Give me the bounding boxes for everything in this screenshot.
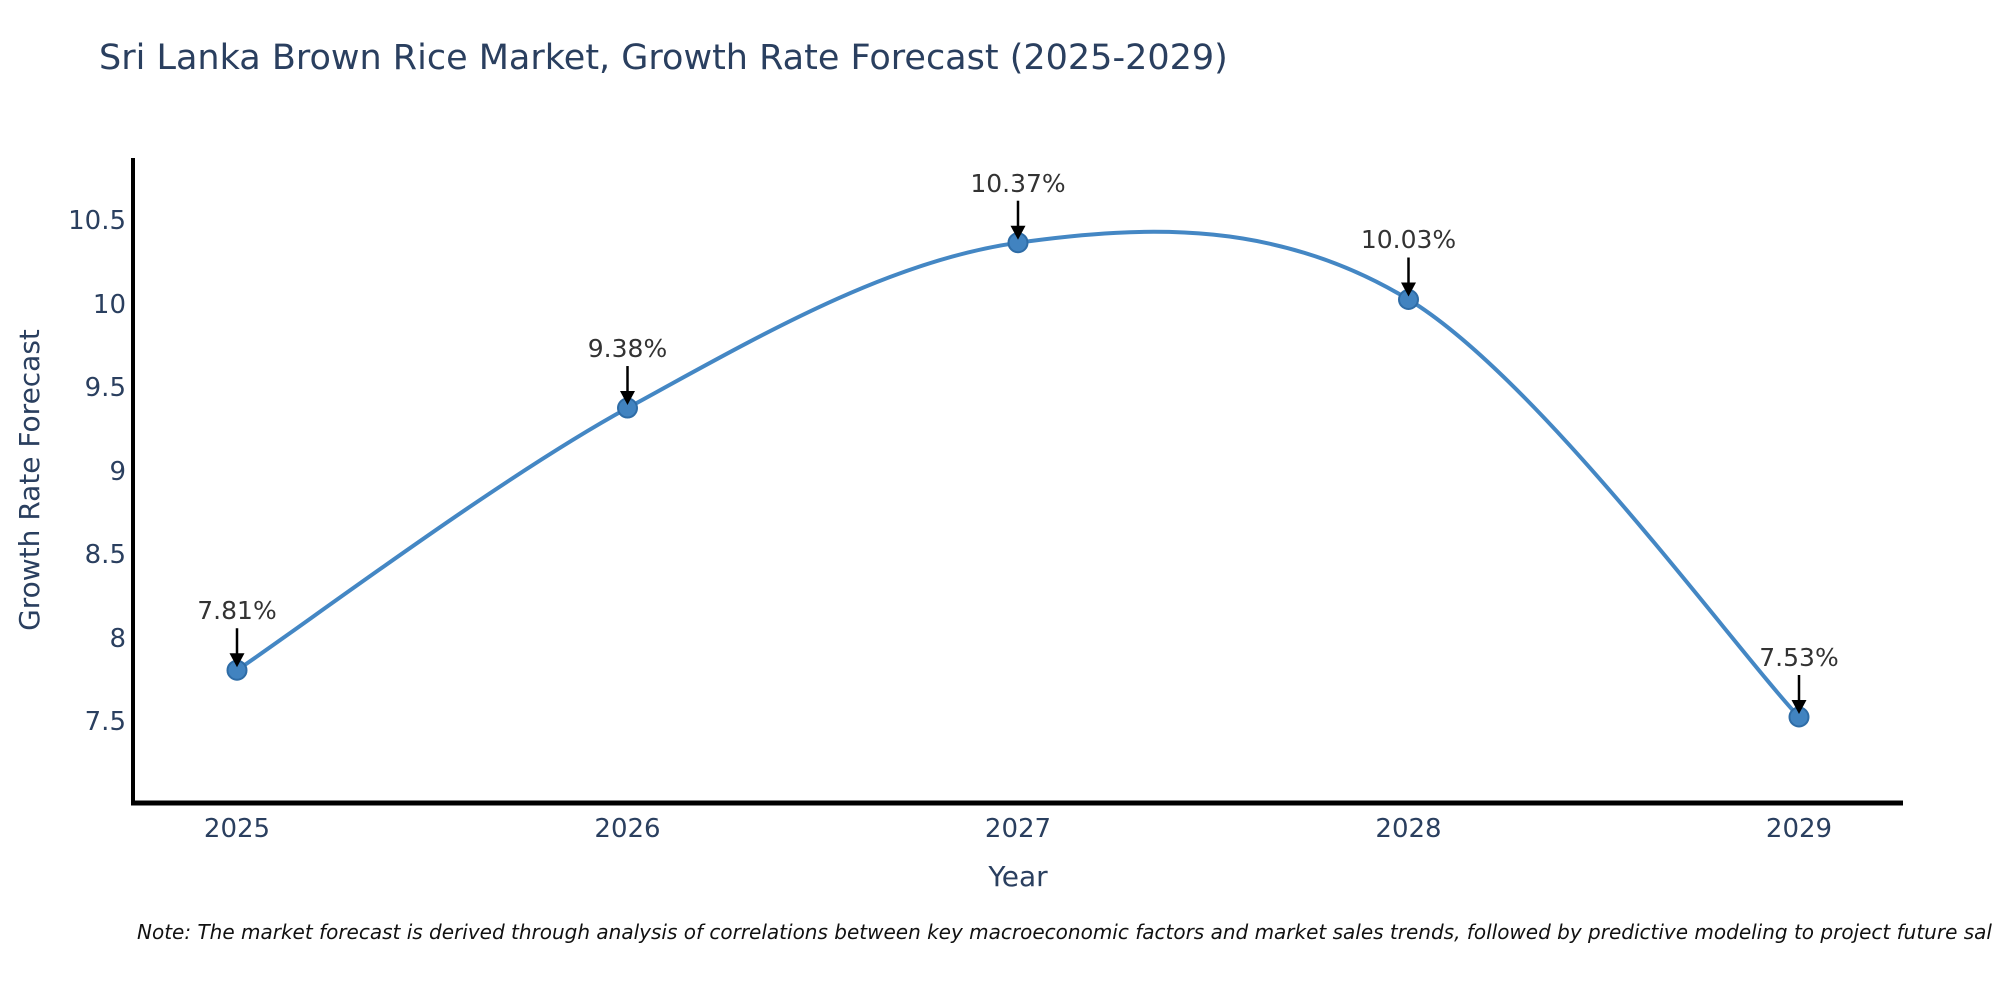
annotation-label-2028: 10.03%	[1360, 225, 1457, 255]
x-tick-label-2028: 2028	[1375, 814, 1442, 844]
chart-title: Sri Lanka Brown Rice Market, Growth Rate…	[99, 38, 1228, 78]
y-tick-label-9: 9	[109, 456, 126, 487]
annotation-arrow-head	[1791, 699, 1807, 714]
y-tick-label-10.5: 10.5	[68, 206, 126, 236]
y-tick-label-8: 8	[109, 623, 126, 654]
annotation-label-2027: 10.37%	[970, 168, 1066, 198]
y-tick-label-7.5: 7.5	[84, 707, 126, 737]
annotation-arrow-head	[1010, 225, 1026, 240]
forecast-line	[235, 229, 1801, 719]
footnote: Note: The market forecast is derived thr…	[137, 920, 1992, 944]
annotation-arrow-head	[229, 653, 245, 668]
annotation-label-2029: 7.53%	[1759, 642, 1839, 672]
annotation-arrow-head	[1401, 282, 1416, 297]
x-tick-label-2025: 2025	[203, 814, 271, 844]
annotation-arrows	[229, 200, 1807, 714]
data-points	[226, 232, 1810, 728]
x-axis-title: Year	[988, 860, 1048, 893]
x-tick-label-2027: 2027	[984, 814, 1052, 844]
x-tick-label-2029: 2029	[1765, 814, 1833, 844]
annotation-label-2025: 7.81%	[197, 596, 277, 626]
annotation-arrow-head	[620, 391, 635, 406]
y-tick-label-9.5: 9.5	[84, 373, 126, 403]
y-tick-label-8.5: 8.5	[84, 540, 126, 570]
x-tick-label-2026: 2026	[594, 814, 661, 844]
y-tick-label-10: 10	[92, 289, 126, 320]
annotation-label-2026: 9.38%	[587, 334, 668, 364]
